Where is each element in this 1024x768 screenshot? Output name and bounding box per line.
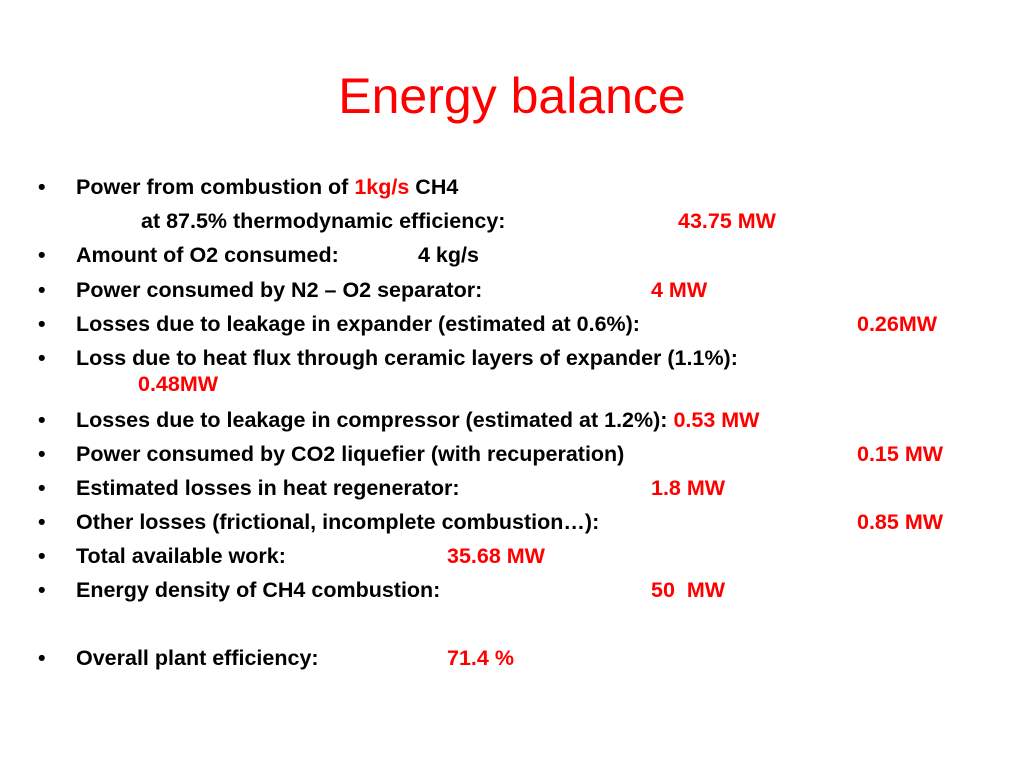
- value: 1.8 MW: [651, 476, 726, 500]
- value: 43.75 MW: [678, 209, 776, 233]
- label: Estimated losses in heat regenerator:: [38, 475, 460, 501]
- value: 0.15 MW: [857, 442, 944, 466]
- value: 50 MW: [651, 578, 726, 602]
- label: Power consumed by CO2 liquefier (with re…: [38, 441, 624, 467]
- label-end: CH4: [415, 175, 459, 199]
- label: Total available work:: [38, 543, 286, 569]
- value: 0.85 MW: [857, 510, 944, 534]
- detail: at 87.5% thermodynamic efficiency:: [141, 209, 506, 233]
- value: 0.53 MW: [673, 408, 760, 432]
- value: 71.4 %: [447, 646, 514, 670]
- label: Other losses (frictional, incomplete com…: [38, 509, 599, 535]
- label: Amount of O2 consumed:: [38, 242, 339, 268]
- label: Energy density of CH4 combustion:: [38, 577, 440, 603]
- value: 0.48MW: [138, 372, 219, 396]
- label: Power from combustion of: [76, 175, 349, 199]
- label: Overall plant efficiency:: [38, 645, 318, 671]
- label: Losses due to leakage in expander (estim…: [38, 311, 640, 337]
- value: 4 MW: [651, 278, 708, 302]
- highlight: 1kg/s: [354, 175, 410, 199]
- label: Power consumed by N2 – O2 separator:: [38, 277, 482, 303]
- bullet: Losses due to leakage in compressor (est…: [38, 407, 760, 433]
- bullet: Power from combustion of 1kg/s CH4: [38, 174, 459, 200]
- label: Losses due to leakage in compressor (est…: [76, 408, 668, 432]
- label: Loss due to heat flux through ceramic la…: [38, 345, 738, 371]
- slide-title: Energy balance: [338, 68, 686, 124]
- value: 0.26MW: [857, 312, 938, 336]
- value: 4 kg/s: [418, 243, 479, 267]
- value: 35.68 MW: [447, 544, 545, 568]
